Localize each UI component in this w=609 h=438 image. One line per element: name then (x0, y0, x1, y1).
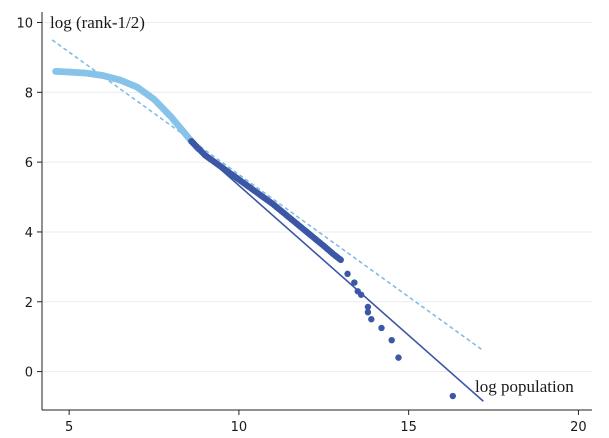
dark-data-point (364, 309, 372, 316)
dark-data-point (337, 256, 344, 264)
y-axis-label: log (rank-1/2) (50, 13, 145, 32)
y-tick-label: 10 (16, 16, 33, 31)
axes (41, 12, 592, 411)
y-tick-label: 8 (25, 86, 33, 101)
gridlines (42, 21, 592, 373)
y-tick-label: 2 (25, 296, 33, 311)
dark-data-point (364, 303, 372, 311)
x-tick-label: 15 (400, 420, 417, 435)
y-tick-label: 0 (25, 366, 33, 381)
dashed-fit-line (51, 39, 484, 352)
ticks: 0 2 4 6 8 10 5 10 15 20 (16, 16, 586, 435)
dark-data-point (357, 291, 365, 298)
y-tick-label: 4 (25, 226, 33, 241)
dark-data-point (388, 336, 395, 344)
dark-data-point (378, 324, 385, 332)
dark-data-point (344, 270, 351, 278)
dark-data-point (351, 279, 358, 286)
dark-data-point (368, 316, 375, 323)
light-points (52, 67, 202, 153)
fit-lines (51, 39, 484, 402)
dark-data-point (395, 354, 402, 361)
dark-data-point (449, 392, 457, 400)
x-tick-label: 5 (65, 420, 73, 435)
solid-fit-line (187, 139, 484, 402)
dark-points (188, 137, 457, 400)
x-tick-label: 10 (231, 420, 248, 435)
x-tick-label: 20 (570, 420, 587, 435)
y-tick-label: 6 (25, 156, 33, 171)
x-axis-label: log population (475, 377, 574, 396)
